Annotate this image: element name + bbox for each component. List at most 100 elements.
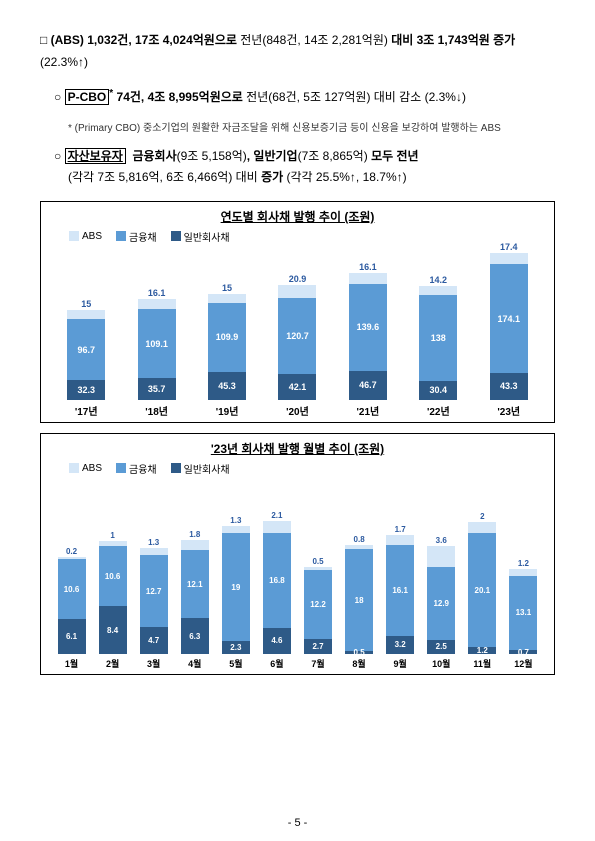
x-label: 11월 [473,657,491,670]
seg-general: 8.4 [99,606,127,654]
seg-abs [181,540,209,550]
bar-stack: 35.7109.1 [138,299,176,400]
seg-abs [263,521,291,533]
chart1-area: 1532.396.7'17년16.135.7109.1'18년1545.3109… [49,248,546,418]
seg-bond: 16.1 [386,545,414,636]
bar-group: 2.14.616.86월 [263,511,291,670]
bar-top-label: 15 [81,299,91,309]
seg-general: 46.7 [349,371,387,400]
bar-stack: 0.713.1 [509,569,537,654]
x-label: 2월 [106,657,119,670]
seg-general: 0.7 [509,650,537,654]
chart2-legend: ABS 금융채 일반회사채 [49,461,546,476]
bar-top-label: 3.6 [436,536,447,545]
bar-stack: 6.110.6 [58,557,86,654]
bar-stack: 3.216.1 [386,535,414,654]
chart1-legend: ABS 금융채 일반회사채 [49,229,546,244]
seg-bond: 109.9 [208,303,246,372]
bar-group: 0.52.712.27월 [304,557,332,670]
swatch-bond-2 [116,463,126,473]
seg-bond: 12.9 [427,567,455,640]
bar-top-label: 17.4 [500,242,518,252]
bar-group: 1545.3109.9'19년 [208,283,246,418]
swatch-general-2 [171,463,181,473]
bar-top-label: 1.3 [230,516,241,525]
x-label: '18년 [145,403,168,418]
p3-suffix: (각각 25.5%↑, 18.7%↑) [287,170,407,184]
bar-stack: 30.4138 [419,286,457,400]
p2-tail: 전년(68건, 5조 127억원) 대비 감소 (2.3%↓) [246,90,466,104]
bar-group: 14.230.4138'22년 [419,275,457,418]
seg-abs [138,299,176,309]
bar-top-label: 1.8 [189,530,200,539]
para-pcbo: P-CBO* 74건, 4조 8,995억원으로 전년(68건, 5조 127억… [54,85,555,109]
x-label: 9월 [394,657,407,670]
seg-bond: 138 [419,295,457,381]
x-label: 5월 [229,657,242,670]
bar-stack: 6.312.1 [181,540,209,654]
x-label: '21년 [357,403,380,418]
x-label: '17년 [75,403,98,418]
swatch-bond [116,231,126,241]
bar-top-label: 1 [110,531,114,540]
p1-suffix: (22.3%↑) [40,55,88,69]
chart-monthly: '23년 회사채 발행 월별 추이 (조원) ABS 금융채 일반회사채 0.2… [40,433,555,675]
asset-label: 자산보유자 [65,148,126,164]
bar-group: 16.135.7109.1 '18년 [138,288,176,418]
bar-top-label: 16.1 [359,262,377,272]
bar-group: 1.20.713.112월 [509,559,537,670]
x-label: 1월 [65,657,78,670]
x-label: '23년 [497,403,520,418]
seg-abs [419,286,457,295]
seg-general: 6.1 [58,619,86,654]
x-label: 6월 [270,657,283,670]
seg-bond: 20.1 [468,533,496,647]
swatch-abs-2 [69,463,79,473]
bar-group: 20.942.1120.7'20년 [278,274,316,418]
bar-stack: 8.410.6 [99,541,127,654]
bar-stack: 2.712.2 [304,567,332,654]
bar-top-label: 0.5 [312,557,323,566]
p3-b: , 일반기업 [247,149,298,163]
seg-abs [140,548,168,555]
bar-group: 1.34.712.73월 [140,538,168,670]
p1-mid: 전년(848건, 14조 2,281억원) [240,33,391,47]
seg-general: 2.7 [304,639,332,654]
bar-stack: 1.220.1 [468,522,496,654]
bar-stack: 32.396.7 [67,310,105,400]
x-label: 3월 [147,657,160,670]
seg-abs [386,535,414,545]
x-label: '22년 [427,403,450,418]
p3-a-val: (9조 5,158억) [177,149,247,163]
p3-bold: 증가 [261,170,283,184]
seg-bond: 12.7 [140,555,168,627]
p3-tail: 모두 전년 [371,149,419,163]
p3-a: 금융회사 [132,149,176,163]
bar-stack: 42.1120.7 [278,285,316,400]
bar-top-label: 16.1 [148,288,166,298]
bar-stack: 0.518 [345,545,373,654]
bar-group: 1.32.3195월 [222,516,250,670]
para-asset: 자산보유자 금융회사(9조 5,158억), 일반기업(7조 8,865억) 모… [54,146,555,189]
seg-general: 6.3 [181,618,209,654]
chart-yearly: 연도별 회사채 발행 추이 (조원) ABS 금융채 일반회사채 1532.39… [40,201,555,423]
seg-bond: 13.1 [509,576,537,650]
bar-group: 1.86.312.14월 [181,530,209,670]
seg-bond: 18 [345,549,373,651]
x-label: 12월 [514,657,532,670]
seg-bond: 120.7 [278,298,316,373]
bar-top-label: 15 [222,283,232,293]
seg-general: 3.2 [386,636,414,654]
bar-group: 21.220.1 11월 [468,512,496,670]
bar-stack: 43.3174.1 [490,253,528,400]
seg-bond: 96.7 [67,319,105,379]
p2-main: 74건, 4조 8,995억원으로 [117,90,243,104]
bar-stack: 46.7139.6 [349,273,387,400]
seg-general: 30.4 [419,381,457,400]
bar-top-label: 1.3 [148,538,159,547]
pcbo-note: * (Primary CBO) 중소기업의 원활한 자금조달을 위해 신용보증기… [68,121,555,136]
seg-abs [468,522,496,533]
bar-top-label: 2 [480,512,484,521]
bar-top-label: 2.1 [271,511,282,520]
x-label: 8월 [352,657,365,670]
